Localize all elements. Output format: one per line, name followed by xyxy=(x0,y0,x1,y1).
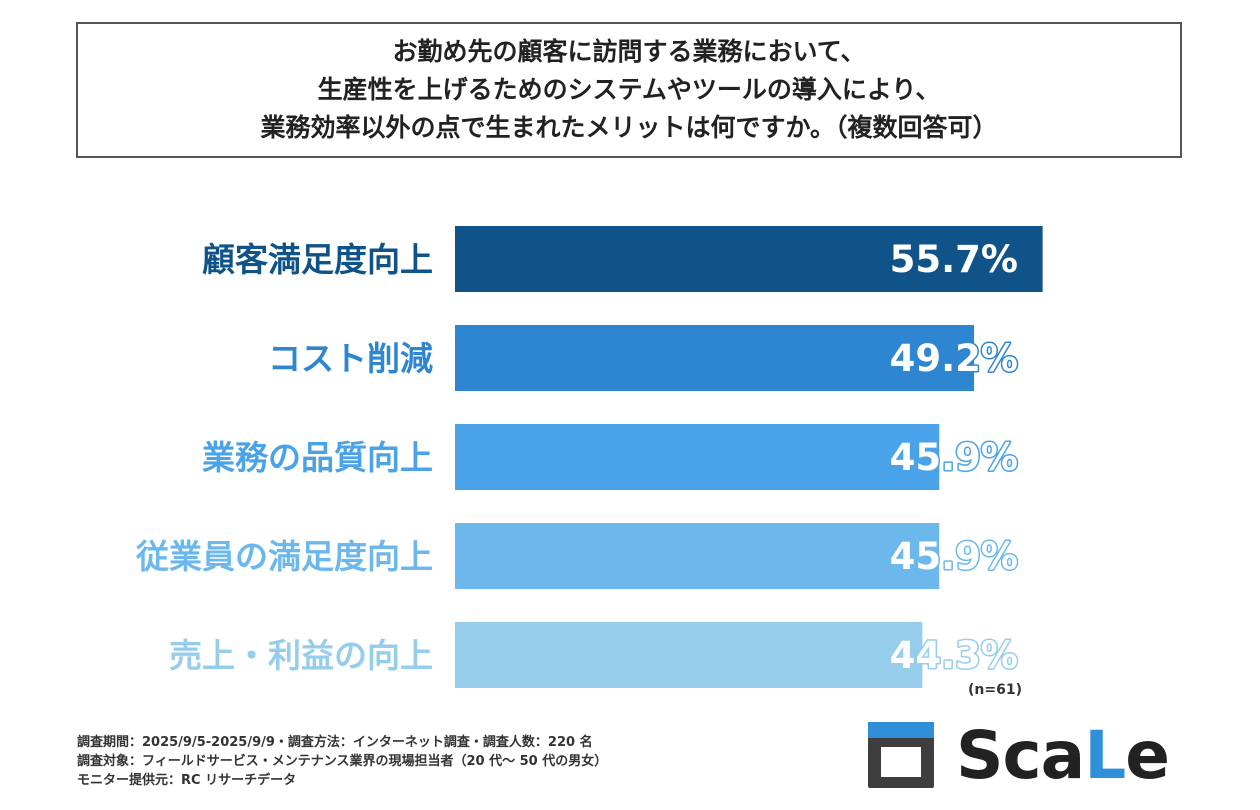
logo-text-part1: Sca xyxy=(956,717,1085,794)
value-label-3: 45.9% xyxy=(890,535,1018,578)
footnote-survey-target: 調査対象：フィールドサービス・メンテナンス業界の現場担当者（20 代～ 50 代… xyxy=(77,754,608,769)
footnotes: 調査期間：2025/9/5-2025/9/9・調査方法：インターネット調査・調査… xyxy=(77,733,607,790)
footnote-monitor-source: モニター提供元：RC リサーチデータ xyxy=(77,773,297,788)
title-line-2: 生産性を上げるためのシステムやツールの導入により、 xyxy=(317,75,941,104)
value-label-2: 45.9% xyxy=(890,436,1018,479)
logo-wordmark: ScaLe xyxy=(956,716,1170,796)
value-label-4: 44.3% xyxy=(890,634,1018,677)
value-label-0: 55.7% xyxy=(890,238,1018,281)
category-label-4: 売上・利益の向上 xyxy=(169,636,433,675)
value-label-1: 49.2% xyxy=(890,337,1018,380)
question-title: お勤め先の顧客に訪問する業務において、 生産性を上げるためのシステムやツールの導… xyxy=(76,22,1182,158)
category-label-1: コスト削減 xyxy=(268,339,433,378)
scale-logo: ScaLe xyxy=(868,717,1188,794)
title-line-3: 業務効率以外の点で生まれたメリットは何ですか。（複数回答可） xyxy=(260,113,998,142)
calendar-icon xyxy=(868,722,934,788)
category-label-3: 従業員の満足度向上 xyxy=(135,537,433,576)
bar-1 xyxy=(455,325,975,391)
footnote-survey-period: 調査期間：2025/9/5-2025/9/9・調査方法：インターネット調査・調査… xyxy=(77,735,593,750)
bar-2 xyxy=(455,424,940,490)
category-label-0: 顧客満足度向上 xyxy=(202,240,433,279)
logo-text-accent: L xyxy=(1084,717,1126,794)
logo-text-part2: e xyxy=(1125,717,1170,794)
sample-size: (n=61) xyxy=(968,682,1022,698)
bar-3 xyxy=(455,523,940,589)
category-label-2: 業務の品質向上 xyxy=(202,438,433,477)
title-line-1: お勤め先の顧客に訪問する業務において、 xyxy=(392,37,866,66)
bar-0 xyxy=(455,226,1043,292)
bar-4 xyxy=(455,622,923,688)
